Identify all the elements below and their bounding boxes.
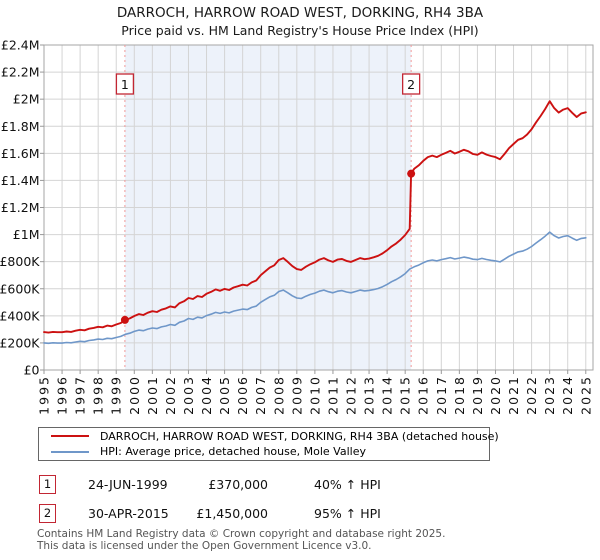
legend-label-property: DARROCH, HARROW ROAD WEST, DORKING, RH4 …	[100, 429, 499, 443]
x-axis-label: 2016	[416, 375, 431, 415]
y-axis-label: £1.2M	[1, 200, 40, 215]
legend-item-property: DARROCH, HARROW ROAD WEST, DORKING, RH4 …	[51, 429, 499, 443]
x-axis-label: 2008	[271, 375, 286, 415]
x-axis-label: 2012	[344, 375, 359, 415]
x-axis-label: 2019	[470, 375, 485, 415]
x-axis-label: 2017	[434, 375, 449, 415]
y-axis-label: £2M	[13, 92, 40, 107]
x-axis-label: 2021	[506, 375, 521, 415]
y-axis-label: £600K	[0, 281, 40, 296]
sale-flag-number-2: 2	[407, 77, 415, 92]
transaction-2-price: £1,450,000	[196, 506, 268, 521]
footer-line-1: Contains HM Land Registry data © Crown c…	[37, 528, 446, 540]
x-axis-label: 2013	[362, 375, 377, 415]
y-axis-label: £200K	[0, 335, 40, 350]
x-axis-label: 2009	[289, 375, 304, 415]
legend-label-hpi: HPI: Average price, detached house, Mole…	[100, 445, 366, 459]
series-line-1	[43, 231, 587, 345]
price-history-chart: 1 2 £0 £200K £400K £600K £800K £1M £1.2M £1.4M £1.…	[0, 40, 594, 415]
x-axis-label: 2006	[235, 375, 250, 415]
x-axis-label: 2018	[452, 375, 467, 415]
y-axis-label: £1M	[13, 227, 40, 242]
x-axis-label: 2007	[253, 375, 268, 415]
x-axis-label: 1996	[55, 375, 70, 415]
transaction-2-hpi-delta: 95% ↑ HPI	[314, 506, 381, 521]
x-axis-label: 2011	[325, 375, 340, 415]
x-axis-label: 2024	[560, 375, 575, 415]
x-axis-label: 1995	[37, 375, 52, 415]
transaction-row-2: 2 30-APR-2015 £1,450,000 95% ↑ HPI	[38, 502, 578, 528]
sale-dot-2	[407, 169, 416, 178]
y-axis-label: £2.4M	[1, 40, 40, 53]
x-axis-label: 1998	[91, 375, 106, 415]
x-axis-label: 2005	[217, 375, 232, 415]
sale-flag-1	[115, 73, 135, 95]
x-axis-label: 2010	[307, 375, 322, 415]
y-axis-label: £0	[24, 363, 40, 378]
transaction-2-flag: 2	[39, 504, 56, 523]
x-axis-label: 2000	[127, 375, 142, 415]
license-footer: Contains HM Land Registry data © Crown c…	[37, 528, 446, 552]
x-axis-label: 2002	[163, 375, 178, 415]
x-axis-label: 2023	[542, 375, 557, 415]
sale-dot-1	[120, 315, 129, 324]
page-subtitle: Price paid vs. HM Land Registry's House …	[121, 23, 479, 38]
y-axis-label: £1.4M	[1, 173, 40, 188]
x-axis-label: 2025	[578, 375, 593, 415]
x-axis-label: 2020	[488, 375, 503, 415]
y-axis-label: £1.8M	[1, 119, 40, 134]
series-line-0	[43, 100, 587, 334]
legend-item-hpi: HPI: Average price, detached house, Mole…	[51, 445, 489, 459]
chart-legend: DARROCH, HARROW ROAD WEST, DORKING, RH4 …	[38, 427, 499, 461]
x-axis-label: 1997	[73, 375, 88, 415]
y-axis-label: £2.2M	[1, 65, 40, 80]
sale-flag-2	[401, 73, 421, 95]
x-axis-label: 2022	[524, 375, 539, 415]
x-axis-label: 2001	[145, 375, 160, 415]
transaction-2-date: 30-APR-2015	[88, 506, 169, 521]
y-axis-label: £1.6M	[1, 146, 40, 161]
red-line-swatch	[51, 435, 89, 438]
y-axis-label: £800K	[0, 254, 40, 269]
transaction-row-1: 1 24-JUN-1999 £370,000 40% ↑ HPI	[38, 473, 578, 499]
x-axis-label: 1999	[109, 375, 124, 415]
y-axis-label: £400K	[0, 308, 40, 323]
sale-flag-number-1: 1	[121, 77, 129, 92]
blue-line-swatch	[51, 450, 89, 453]
transaction-list: 1 24-JUN-1999 £370,000 40% ↑ HPI 2 30-AP…	[38, 473, 578, 529]
transaction-1-price: £370,000	[208, 477, 268, 492]
x-axis-label: 2003	[181, 375, 196, 415]
transaction-1-date: 24-JUN-1999	[88, 477, 168, 492]
x-axis-label: 2015	[398, 375, 413, 415]
transaction-1-flag: 1	[39, 475, 56, 494]
page-title: DARROCH, HARROW ROAD WEST, DORKING, RH4 …	[116, 5, 484, 21]
x-axis-label: 2014	[380, 375, 395, 415]
footer-line-2: This data is licensed under the Open Gov…	[37, 539, 372, 552]
x-axis-label: 2004	[199, 375, 214, 415]
transaction-1-hpi-delta: 40% ↑ HPI	[314, 477, 381, 492]
